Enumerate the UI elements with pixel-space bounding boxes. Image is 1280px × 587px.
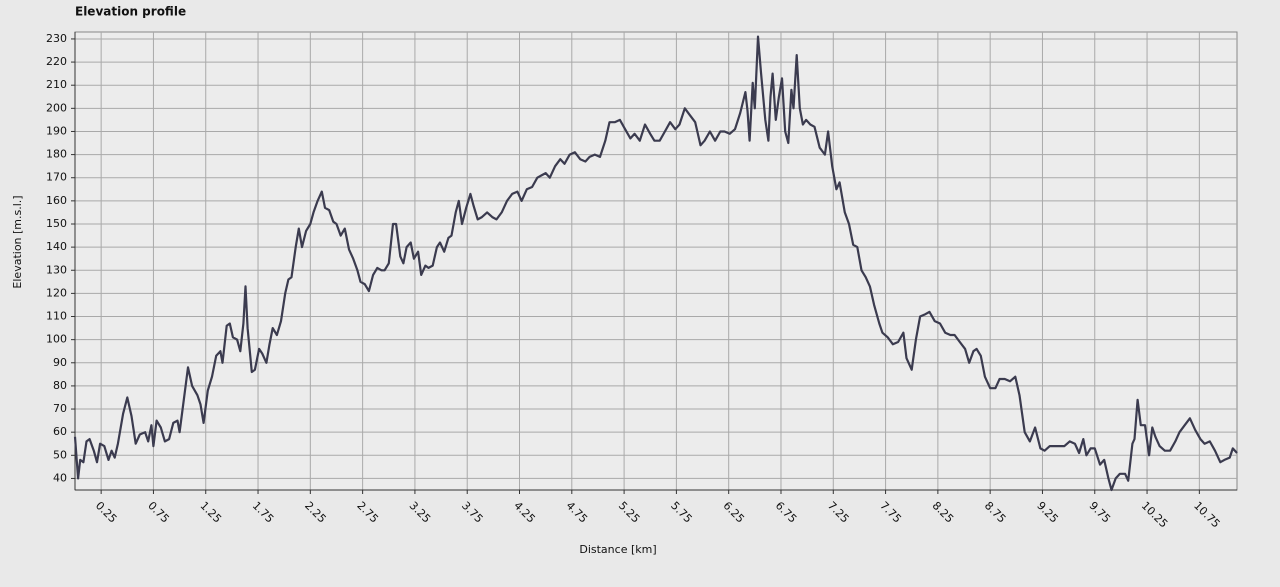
- x-tick-label: 0.75: [145, 499, 172, 526]
- y-tick-label: 230: [46, 32, 67, 45]
- y-tick-label: 40: [53, 471, 67, 484]
- x-tick-label: 8.75: [982, 499, 1009, 526]
- x-tick-label: 5.25: [616, 499, 643, 526]
- x-tick-label: 4.75: [564, 499, 591, 526]
- y-tick-label: 160: [46, 194, 67, 207]
- y-tick-label: 140: [46, 240, 67, 253]
- x-tick-label: 6.25: [720, 499, 747, 526]
- x-tick-label: 3.75: [459, 499, 486, 526]
- y-tick-label: 220: [46, 55, 67, 68]
- y-tick-label: 210: [46, 78, 67, 91]
- y-tick-label: 50: [53, 448, 67, 461]
- y-tick-label: 110: [46, 310, 67, 323]
- x-axis-label: Distance [km]: [579, 543, 656, 556]
- y-tick-label: 120: [46, 286, 67, 299]
- chart-title: Elevation profile: [75, 5, 186, 19]
- x-tick-label: 6.75: [773, 499, 800, 526]
- plot-area: [74, 31, 1238, 491]
- y-tick-label: 100: [46, 333, 67, 346]
- x-tick-label: 10.75: [1191, 499, 1222, 530]
- y-tick-label: 60: [53, 425, 67, 438]
- x-tick-label: 9.75: [1087, 499, 1114, 526]
- x-tick-label: 4.25: [511, 499, 538, 526]
- elevation-line: [73, 35, 1238, 492]
- x-tick-label: 2.25: [302, 499, 329, 526]
- x-tick-label: 0.25: [93, 499, 120, 526]
- x-tick-label: 1.75: [250, 499, 277, 526]
- y-tick-label: 200: [46, 101, 67, 114]
- x-tick-label: 7.75: [877, 499, 904, 526]
- y-tick-label: 150: [46, 217, 67, 230]
- y-tick-label: 70: [53, 402, 67, 415]
- x-tick-label: 8.25: [930, 499, 957, 526]
- x-tick-label: 3.25: [407, 499, 434, 526]
- x-tick-label: 2.75: [354, 499, 381, 526]
- y-axis-label: Elevation [m.s.l.]: [11, 195, 24, 288]
- x-tick-label: 5.75: [668, 499, 695, 526]
- x-tick-label: 9.25: [1034, 499, 1061, 526]
- y-tick-label: 180: [46, 148, 67, 161]
- y-tick-label: 80: [53, 379, 67, 392]
- y-tick-label: 90: [53, 356, 67, 369]
- y-tick-label: 190: [46, 124, 67, 137]
- x-tick-label: 10.25: [1139, 499, 1170, 530]
- y-tick-label: 170: [46, 171, 67, 184]
- x-tick-label: 1.25: [197, 499, 224, 526]
- y-tick-label: 130: [46, 263, 67, 276]
- x-tick-label: 7.25: [825, 499, 852, 526]
